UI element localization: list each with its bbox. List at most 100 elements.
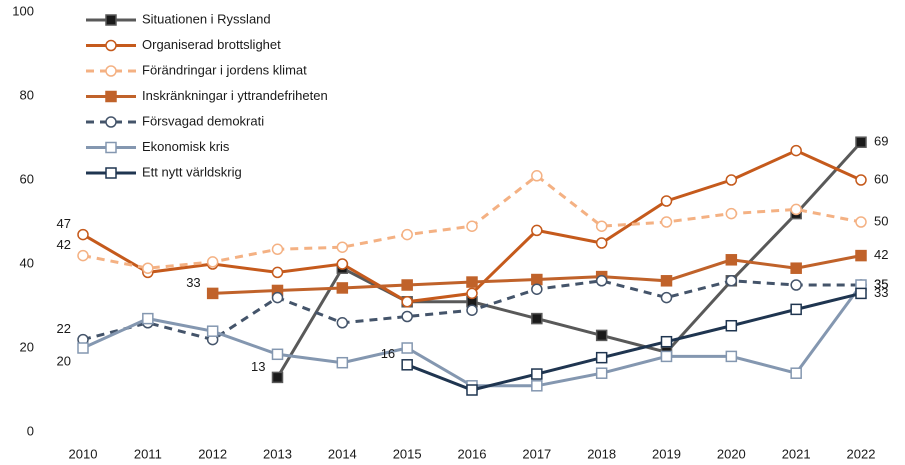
data-point: [401, 296, 413, 308]
data-point: [466, 384, 478, 396]
data-point: [466, 220, 478, 232]
data-point: [660, 291, 673, 304]
data-point: [660, 216, 673, 228]
data-point: [466, 304, 478, 316]
data-point: [725, 319, 738, 332]
data-point: [77, 249, 89, 262]
x-tick-label: 2015: [393, 446, 422, 461]
data-point: [595, 367, 608, 379]
series-line: [406, 291, 862, 392]
data-point: [271, 243, 284, 256]
data-point: [142, 262, 154, 274]
data-point: [790, 144, 802, 157]
data-point: [271, 291, 284, 304]
data-point: [725, 174, 738, 186]
data-label: 47: [57, 216, 71, 231]
data-point: [725, 207, 738, 220]
data-point: [660, 275, 673, 287]
x-tick-label: 2018: [587, 446, 616, 461]
y-tick-label: 100: [12, 3, 34, 18]
data-point: [660, 335, 673, 348]
x-tick-label: 2022: [847, 446, 876, 461]
legend-marker: [105, 141, 117, 154]
data-label: 33: [186, 275, 200, 290]
data-point: [142, 312, 154, 325]
data-point: [77, 228, 89, 241]
legend-marker: [105, 116, 117, 128]
data-label: 42: [57, 237, 71, 252]
data-point: [725, 275, 738, 287]
data-point: [271, 266, 284, 279]
data-point: [466, 287, 478, 300]
data-label: 50: [874, 213, 888, 228]
data-label: 60: [874, 171, 888, 186]
data-point: [531, 170, 543, 182]
legend-label: Ekonomisk kris: [142, 139, 230, 154]
x-tick-label: 2016: [458, 446, 487, 461]
data-label: 69: [874, 134, 888, 149]
data-point: [855, 287, 867, 300]
data-point: [595, 237, 608, 249]
data-point: [531, 224, 543, 237]
data-point: [206, 287, 219, 300]
data-point: [660, 195, 673, 207]
legend-marker: [105, 167, 117, 179]
x-tick-label: 2020: [717, 446, 746, 461]
x-tick-label: 2021: [782, 446, 811, 461]
data-point: [725, 350, 738, 363]
data-label: 42: [874, 247, 888, 262]
x-tick-label: 2010: [69, 446, 98, 461]
data-point: [790, 262, 802, 274]
data-point: [401, 359, 413, 371]
legend-label: Försvagad demokrati: [142, 113, 264, 128]
legend-label: Inskränkningar i yttrandefriheten: [142, 88, 328, 103]
data-point: [855, 249, 867, 262]
legend-label: Organiserad brottslighet: [142, 37, 281, 52]
data-point: [531, 312, 543, 325]
data-label: 22: [57, 321, 71, 336]
data-point: [790, 367, 802, 379]
data-point: [336, 282, 349, 294]
data-label: 33: [874, 285, 888, 300]
data-point: [790, 279, 802, 291]
data-point: [531, 283, 543, 295]
data-point: [401, 310, 413, 323]
legend-marker: [105, 65, 117, 77]
data-point: [401, 342, 413, 354]
data-point: [595, 220, 608, 232]
legend-marker: [105, 90, 117, 103]
data-label: 16: [381, 346, 395, 361]
x-tick-label: 2014: [328, 446, 357, 461]
legend-label: Situationen i Ryssland: [142, 11, 271, 26]
legend-label: Ett nytt världskrig: [142, 164, 242, 179]
data-point: [595, 275, 608, 287]
data-point: [855, 136, 867, 148]
data-point: [725, 254, 738, 266]
data-label: 35: [874, 276, 888, 291]
data-point: [336, 258, 349, 270]
data-point: [336, 241, 349, 253]
data-point: [531, 368, 543, 380]
data-label: 13: [251, 359, 265, 374]
y-tick-label: 60: [20, 171, 34, 186]
legend-label: Förändringar i jordens klimat: [142, 62, 307, 77]
y-tick-label: 20: [20, 339, 34, 354]
data-point: [336, 356, 349, 369]
series-line: [276, 141, 863, 379]
legend-marker: [105, 14, 117, 26]
data-point: [466, 276, 478, 288]
data-point: [595, 329, 608, 342]
data-point: [595, 351, 608, 364]
data-label: 35: [874, 276, 888, 291]
y-tick-label: 80: [20, 87, 34, 102]
data-point: [790, 303, 802, 316]
data-point: [531, 380, 543, 392]
data-label: 20: [57, 353, 71, 368]
x-tick-label: 2019: [652, 446, 681, 461]
x-tick-label: 2012: [198, 446, 227, 461]
data-point: [77, 342, 89, 354]
x-tick-label: 2011: [134, 446, 162, 461]
x-tick-label: 2013: [263, 446, 292, 461]
data-point: [206, 256, 219, 268]
